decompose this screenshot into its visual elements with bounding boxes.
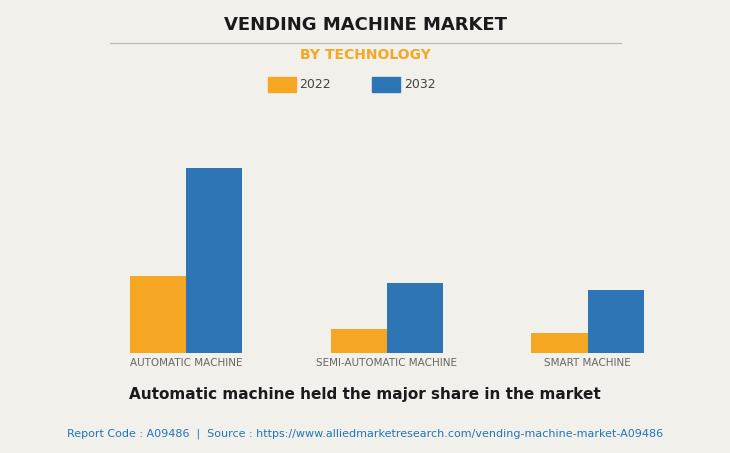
Bar	[186, 168, 242, 353]
Text: Report Code : A09486  |  Source : https://www.alliedmarketresearch.com/vending-m: Report Code : A09486 | Source : https://…	[67, 428, 663, 439]
Text: Automatic machine held the major share in the market: Automatic machine held the major share i…	[129, 387, 601, 402]
Bar	[588, 290, 644, 353]
Text: VENDING MACHINE MARKET: VENDING MACHINE MARKET	[223, 16, 507, 34]
Bar	[531, 333, 588, 353]
Bar	[331, 329, 387, 353]
Bar	[130, 275, 186, 353]
Text: BY TECHNOLOGY: BY TECHNOLOGY	[299, 48, 431, 62]
Bar	[387, 283, 443, 353]
Text: 2022: 2022	[299, 78, 331, 91]
Text: 2032: 2032	[404, 78, 435, 91]
